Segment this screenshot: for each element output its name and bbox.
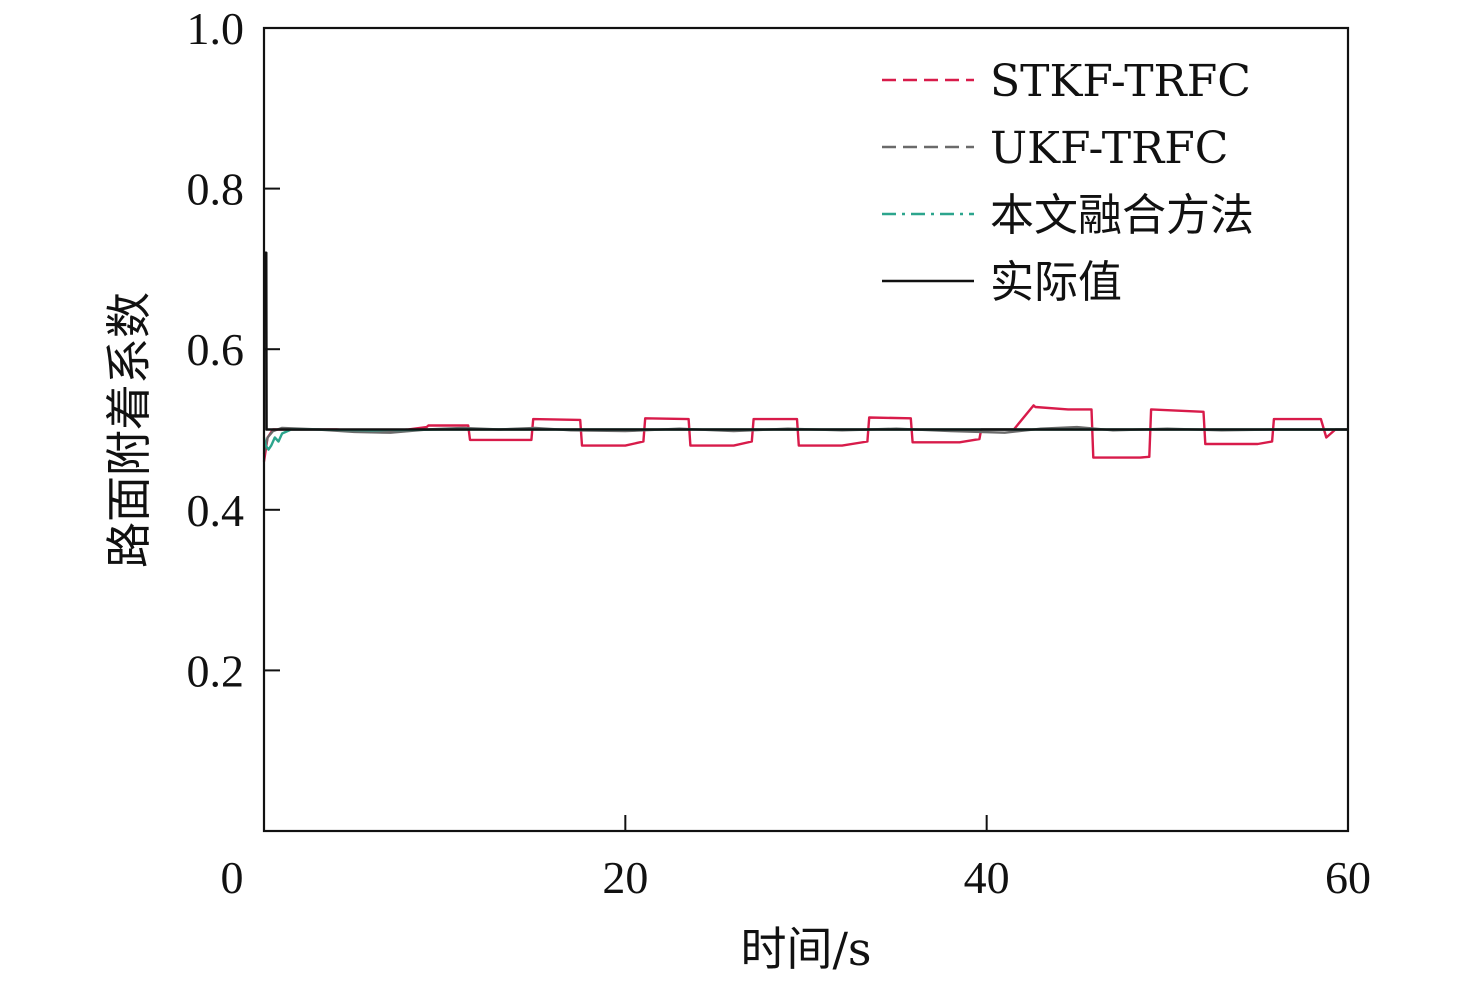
legend-label-2: 本文融合方法 bbox=[990, 190, 1254, 241]
x-tick-label: 20 bbox=[602, 852, 648, 903]
y-tick-label: 0.2 bbox=[187, 645, 245, 696]
y-axis-title: 路面附着系数 bbox=[102, 292, 156, 568]
plot-frame bbox=[262, 26, 1350, 833]
series-line-0 bbox=[262, 404, 1348, 462]
series-layer bbox=[262, 251, 1348, 462]
y-tick-label: 1.0 bbox=[187, 3, 245, 54]
legend-label-3: 实际值 bbox=[990, 257, 1122, 308]
y-tick-label: 0.4 bbox=[187, 485, 245, 536]
legend-label-0: STKF-TRFC bbox=[990, 56, 1251, 107]
legend-label-1: UKF-TRFC bbox=[990, 123, 1228, 174]
series-line-3 bbox=[264, 251, 1348, 431]
x-tick-label: 60 bbox=[1325, 852, 1371, 903]
y-tick-label: 0.8 bbox=[187, 164, 245, 215]
y-tick-label: 0.6 bbox=[187, 324, 245, 375]
ticks-layer: 0 20 40 60 0.2 0.4 0.6 0.8 1.0 bbox=[187, 3, 1372, 903]
x-tick-label: 40 bbox=[964, 852, 1010, 903]
x-axis-title: 时间/s bbox=[740, 922, 871, 976]
x-tick-label: 0 bbox=[221, 852, 244, 903]
